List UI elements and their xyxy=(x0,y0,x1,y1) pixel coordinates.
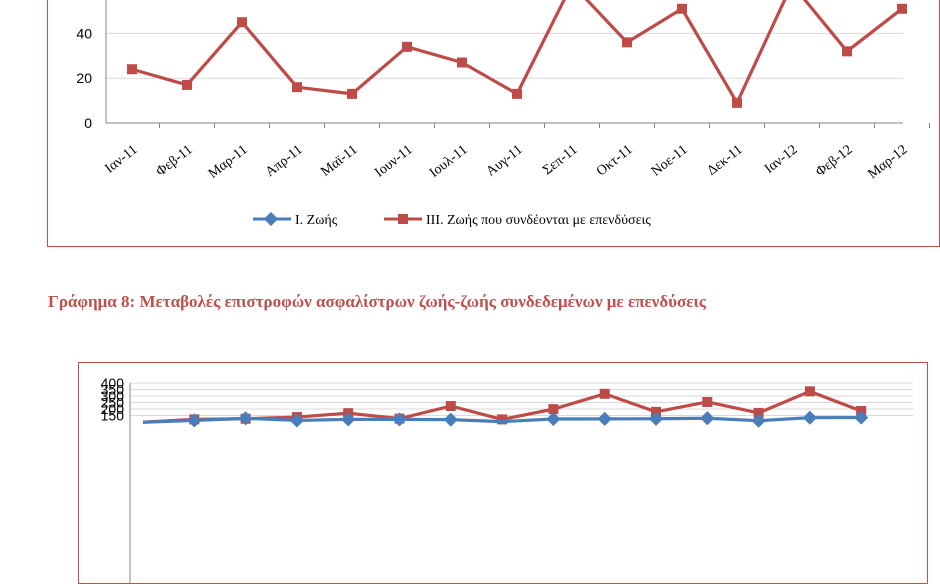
series-1-point xyxy=(648,411,664,426)
series-2-point xyxy=(677,3,687,14)
chart-1-frame: 0 20 40 Ιαν-11 Φεβ-11 Μαρ-11 Απρ-11 Μαϊ-11 Ιουν-… xyxy=(47,0,940,247)
series-2-point xyxy=(127,64,137,75)
series-2-point xyxy=(237,17,247,28)
x-tick-label: Ιαν-11 xyxy=(102,142,140,176)
x-tick-label: Ιουν-11 xyxy=(372,142,415,180)
series-2-point xyxy=(548,404,559,415)
series-1-point xyxy=(802,410,817,425)
chart-1-svg: 0 20 40 Ιαν-11 Φεβ-11 Μαρ-11 Απρ-11 Μαϊ-11 Ιουν-… xyxy=(76,0,930,228)
legend-2-label: ΙΙΙ. Ζωής που συνδέονται με επενδύσεις xyxy=(426,213,651,228)
series-2-point xyxy=(732,97,742,108)
y-tick-label: 0 xyxy=(84,115,92,131)
x-tick-label: Οκτ-11 xyxy=(594,142,635,179)
x-tick-label: Σεπ-11 xyxy=(540,142,580,178)
series-2-point xyxy=(702,396,713,407)
x-tick-label: Αυγ-11 xyxy=(484,142,526,179)
series-2-point xyxy=(292,82,302,93)
y-tick-label: 200 xyxy=(101,401,125,417)
series-2-point xyxy=(402,41,412,52)
x-tick-label: Φεβ-12 xyxy=(813,142,855,180)
y-tick-label: 400 xyxy=(101,375,125,391)
series-2-point xyxy=(182,79,192,90)
y-tick-label: 40 xyxy=(76,25,92,41)
chart-8-caption: Γράφημα 8: Μεταβολές επιστροφών ασφαλίστ… xyxy=(48,290,868,314)
legend-2-marker xyxy=(398,214,408,224)
x-tick-label: Απρ-11 xyxy=(263,142,306,180)
caption-text: Μεταβολές επιστροφών ασφαλίστρων ζωής-ζω… xyxy=(139,292,706,311)
legend-1-label: Ι. Ζωής xyxy=(295,213,338,228)
x-tick-label: Μαϊ-11 xyxy=(318,142,360,179)
x-tick-label: Ιουλ-11 xyxy=(427,142,471,181)
x-tick-label: Μαρ-11 xyxy=(206,142,251,181)
series-1-point xyxy=(751,413,766,428)
series-2-point xyxy=(599,388,610,399)
series-2-point xyxy=(457,57,467,68)
chart-2-frame: 400 350 300 250 200 150 xyxy=(78,362,928,584)
series-2-point xyxy=(445,401,456,412)
series-2-point xyxy=(512,88,522,99)
series-2-point xyxy=(753,407,764,418)
y-tick-label: 300 xyxy=(101,388,125,404)
series-2-point xyxy=(622,37,632,48)
series-2-point xyxy=(897,3,907,14)
series-1-point xyxy=(392,412,407,427)
series-2-point xyxy=(347,88,357,99)
x-tick-label: Μαρ-12 xyxy=(865,142,910,182)
series-1-line xyxy=(142,415,862,424)
series-1-point xyxy=(341,412,356,427)
y-tick-label: 350 xyxy=(101,382,125,398)
y-tick-label: 250 xyxy=(101,395,125,411)
caption-number: Γράφημα 8: xyxy=(48,292,136,311)
x-tick-label: Φεβ-11 xyxy=(154,142,196,179)
x-tick-label: Νοε-11 xyxy=(649,142,691,179)
series-1-point xyxy=(443,412,458,427)
series-1-point xyxy=(700,411,715,426)
x-tick-label: Δεκ-11 xyxy=(705,142,746,179)
legend-1-marker xyxy=(263,211,279,227)
series-2-point xyxy=(842,46,852,57)
y-tick-label: 150 xyxy=(101,408,125,424)
series-1-point xyxy=(854,410,869,425)
series-2-point xyxy=(497,414,508,425)
x-tick-label: Ιαν-12 xyxy=(762,142,800,177)
series-2-point xyxy=(804,386,815,397)
series-1-point xyxy=(597,411,612,426)
y-tick-label: 20 xyxy=(76,70,92,86)
series-2-line xyxy=(131,0,903,105)
